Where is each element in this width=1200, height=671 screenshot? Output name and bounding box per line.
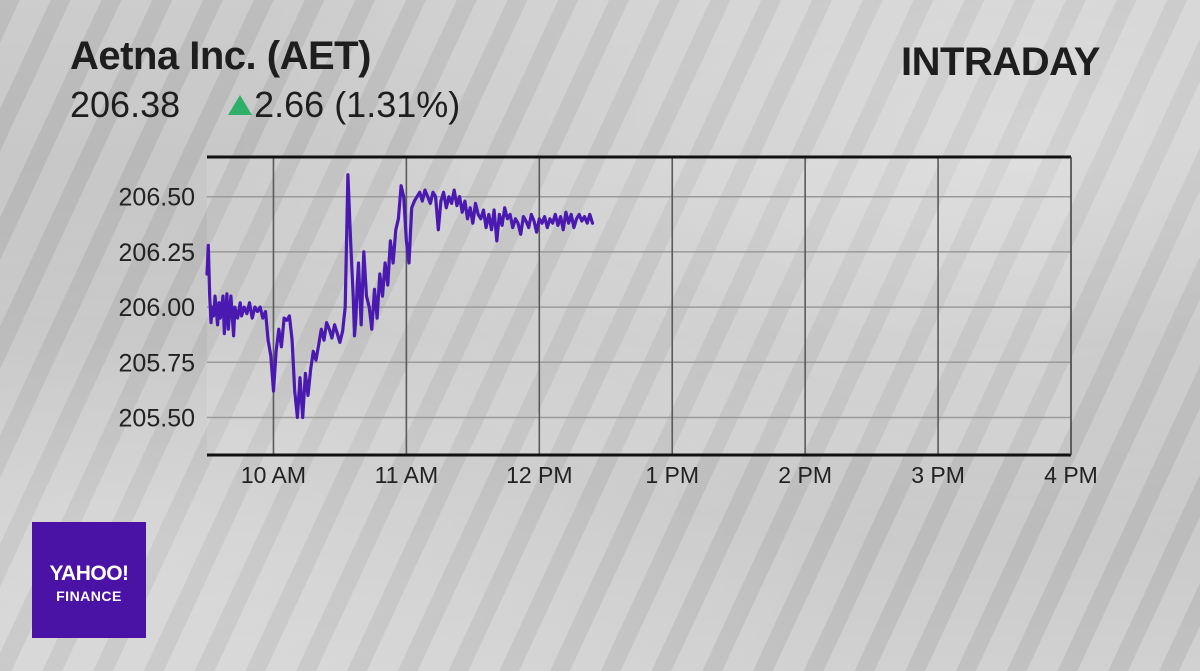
x-tick-label: 4 PM bbox=[1044, 462, 1098, 488]
plot-area bbox=[207, 157, 1071, 455]
x-tick-label: 11 AM bbox=[375, 462, 439, 488]
quote-row: 206.38 2.66 (1.31%) bbox=[70, 84, 460, 126]
x-tick-label: 3 PM bbox=[911, 462, 965, 488]
y-tick-label: 206.25 bbox=[119, 239, 195, 267]
chart-frame bbox=[207, 155, 1072, 457]
x-tick-label: 12 PM bbox=[506, 462, 572, 488]
price-change: 2.66 (1.31%) bbox=[228, 84, 460, 125]
up-triangle-icon bbox=[228, 95, 253, 115]
x-tick-label: 2 PM bbox=[778, 462, 832, 488]
y-tick-label: 205.50 bbox=[119, 404, 195, 432]
x-axis-labels: 10 AM 11 AM 12 PM 1 PM 2 PM 3 PM 4 PM bbox=[241, 462, 1098, 488]
chart-grid bbox=[207, 157, 1071, 455]
y-tick-label: 206.50 bbox=[119, 184, 195, 212]
price-line bbox=[205, 173, 595, 420]
stock-title: Aetna Inc. (AET) bbox=[70, 34, 371, 78]
y-axis-labels: 206.50 206.25 206.00 205.75 205.50 bbox=[119, 184, 195, 433]
yahoo-finance-logo: YAHOO! FINANCE bbox=[32, 522, 146, 638]
logo-sub: FINANCE bbox=[56, 588, 122, 604]
y-tick-label: 206.00 bbox=[119, 294, 195, 322]
logo-brand: YAHOO! bbox=[49, 562, 129, 585]
period-label: INTRADAY bbox=[901, 40, 1101, 84]
price-change-value: 2.66 (1.31%) bbox=[254, 84, 461, 125]
current-price: 206.38 bbox=[70, 84, 181, 125]
y-tick-label: 205.75 bbox=[119, 349, 195, 377]
x-tick-label: 10 AM bbox=[241, 462, 306, 488]
x-tick-label: 1 PM bbox=[645, 462, 699, 488]
